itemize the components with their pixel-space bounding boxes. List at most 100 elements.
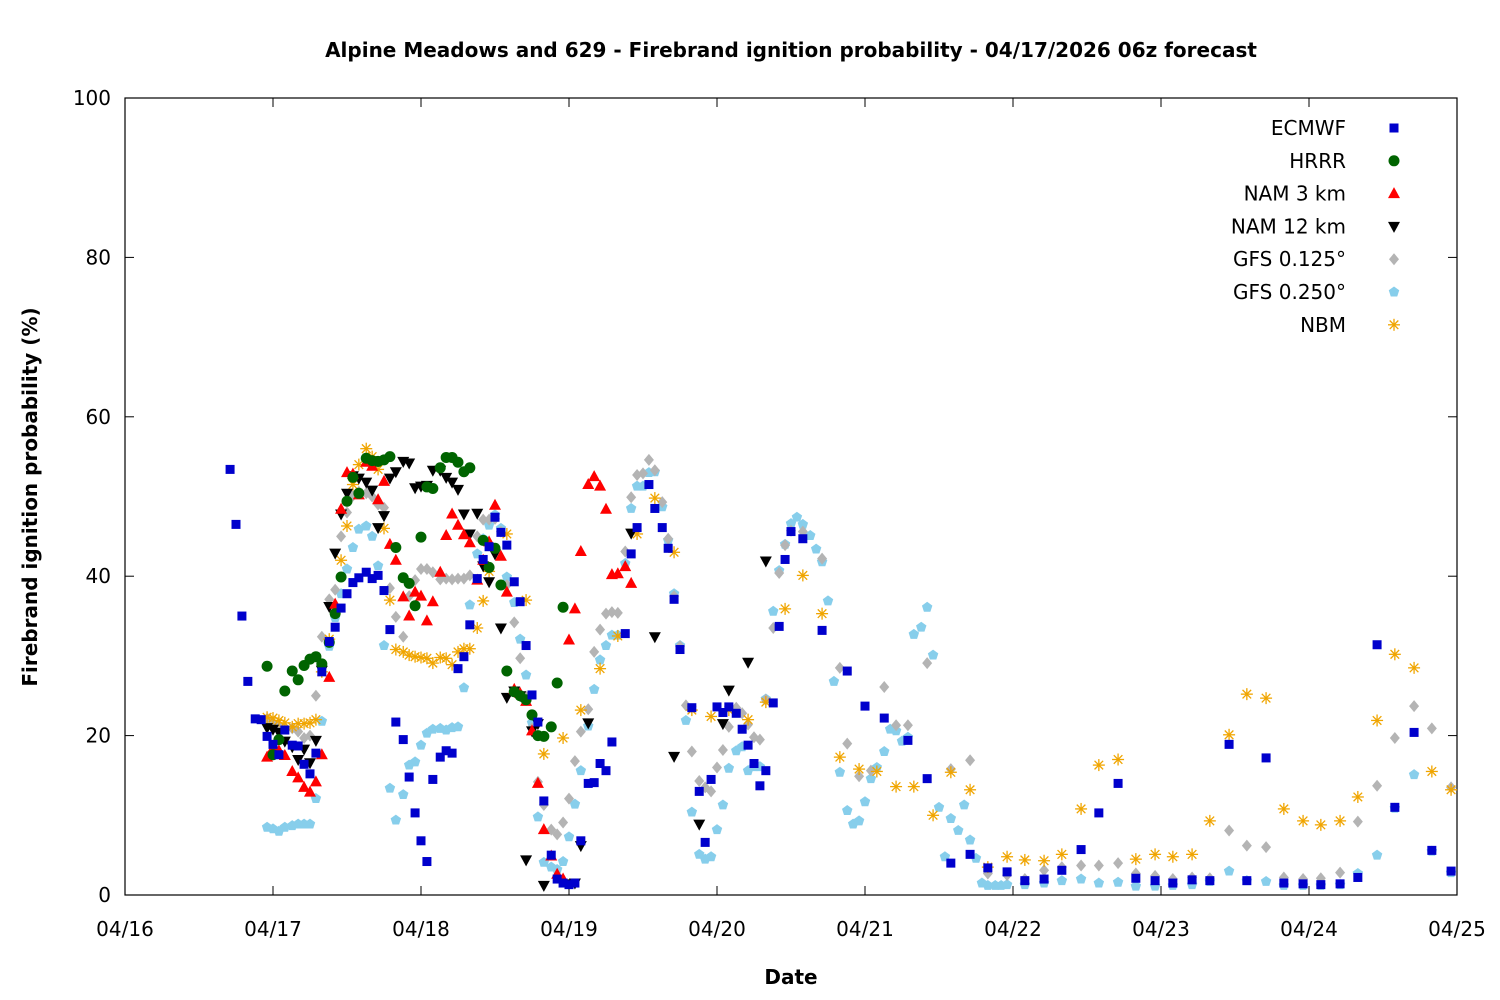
series-nam-12-km <box>261 456 772 892</box>
legend-label-nam-12-km: NAM 12 km <box>1231 214 1346 238</box>
point-nbm <box>574 704 587 717</box>
point-gfs-0-125 <box>694 775 705 788</box>
point-nbm <box>1203 814 1216 827</box>
point-gfs-0-125 <box>879 680 890 693</box>
point-nam-3-km <box>403 609 416 621</box>
point-nbm <box>1371 714 1384 727</box>
point-gfs-0-125 <box>606 606 617 619</box>
point-hrrr <box>384 451 396 463</box>
point-ecmwf <box>552 874 562 884</box>
point-ecmwf <box>601 766 611 776</box>
point-hrrr <box>347 471 359 483</box>
x-tick-label: 04/16 <box>96 917 154 941</box>
point-nbm <box>816 607 829 620</box>
point-ecmwf <box>453 664 463 674</box>
point-gfs-0-125 <box>515 652 526 665</box>
point-gfs-0-125 <box>416 563 426 576</box>
legend-label-ecmwf: ECMWF <box>1271 116 1346 140</box>
point-ecmwf <box>231 519 241 529</box>
point-gfs-0-125 <box>1409 700 1420 713</box>
point-gfs-0-250 <box>810 543 822 554</box>
point-nbm <box>964 783 977 796</box>
point-nam-12-km <box>389 467 402 479</box>
point-nam-3-km <box>434 565 447 577</box>
point-ecmwf <box>256 715 266 725</box>
point-gfs-0-125 <box>398 630 409 643</box>
point-nbm <box>409 650 422 663</box>
point-gfs-0-125 <box>780 539 791 552</box>
point-gfs-0-250 <box>953 824 964 835</box>
point-gfs-0-125 <box>575 725 586 738</box>
point-ecmwf <box>607 737 617 747</box>
point-ecmwf <box>669 594 679 604</box>
point-gfs-0-125 <box>1113 857 1124 870</box>
legend-marker-nam-12-km <box>1388 221 1400 233</box>
point-nam-3-km <box>588 470 601 482</box>
point-nam-3-km <box>619 560 632 572</box>
point-nbm <box>907 780 920 793</box>
point-ecmwf <box>650 503 660 513</box>
point-ecmwf <box>1113 778 1123 788</box>
point-gfs-0-250 <box>384 782 396 793</box>
point-gfs-0-250 <box>415 739 427 750</box>
y-axis-ticks: 0 20 40 60 80 100 <box>73 86 1457 907</box>
point-ecmwf <box>459 652 469 662</box>
point-nam-3-km <box>440 529 453 541</box>
point-gfs-0-125 <box>1093 859 1104 872</box>
point-nbm <box>537 747 550 760</box>
point-ecmwf <box>1187 875 1197 885</box>
legend: ECMWF HRRR NAM 3 km NAM 12 km GFS 0.125° GFS … <box>1231 116 1400 337</box>
point-gfs-0-250 <box>366 530 378 541</box>
point-ecmwf <box>515 597 525 607</box>
point-nbm <box>360 442 373 455</box>
point-gfs-0-250 <box>680 714 692 725</box>
point-nam-12-km <box>457 509 470 521</box>
point-nam-3-km <box>378 474 390 486</box>
point-ecmwf <box>576 836 586 846</box>
point-gfs-0-250 <box>1001 879 1013 890</box>
point-gfs-0-250 <box>464 599 476 610</box>
point-gfs-0-250 <box>1112 876 1124 887</box>
point-gfs-0-125 <box>595 623 606 636</box>
point-nam-12-km <box>366 485 379 497</box>
point-gfs-0-250 <box>1223 865 1235 876</box>
point-nam-12-km <box>341 488 353 500</box>
legend-label-gfs-0-125: GFS 0.125° <box>1233 247 1346 271</box>
point-nbm <box>477 594 490 607</box>
point-gfs-0-125 <box>1426 722 1437 735</box>
point-ecmwf <box>731 708 741 718</box>
point-nam-3-km <box>426 595 439 607</box>
point-nbm <box>1092 759 1105 772</box>
data-points <box>225 442 1458 892</box>
point-ecmwf <box>903 735 913 745</box>
legend-marker-gfs-0-125 <box>1389 253 1399 266</box>
point-nam-3-km <box>452 518 464 530</box>
point-gfs-0-125 <box>717 743 728 756</box>
point-gfs-0-125 <box>569 755 580 768</box>
x-tick-label: 04/20 <box>688 917 746 941</box>
point-nbm <box>1018 853 1031 866</box>
point-nam-3-km <box>489 498 501 510</box>
point-gfs-0-250 <box>452 721 464 732</box>
point-nam-12-km <box>463 529 476 541</box>
point-ecmwf <box>644 480 654 490</box>
point-ecmwf <box>496 527 506 537</box>
point-ecmwf <box>879 713 889 723</box>
x-tick-label: 04/18 <box>392 917 450 941</box>
point-hrrr <box>452 456 464 468</box>
point-nbm <box>927 809 940 822</box>
point-ecmwf <box>718 707 728 717</box>
legend-label-gfs-0-250: GFS 0.250° <box>1233 280 1346 304</box>
point-gfs-0-125 <box>612 606 623 619</box>
point-ecmwf <box>755 781 765 791</box>
point-nbm <box>1240 688 1253 701</box>
point-nbm <box>1186 848 1199 861</box>
point-ecmwf <box>1205 876 1215 886</box>
point-gfs-0-250 <box>1130 880 1142 891</box>
point-nam-12-km <box>722 685 735 697</box>
point-gfs-0-125 <box>891 719 902 732</box>
point-ecmwf <box>1446 866 1456 876</box>
point-hrrr <box>409 600 421 612</box>
point-ecmwf <box>435 752 445 762</box>
point-nam-12-km <box>452 484 464 496</box>
